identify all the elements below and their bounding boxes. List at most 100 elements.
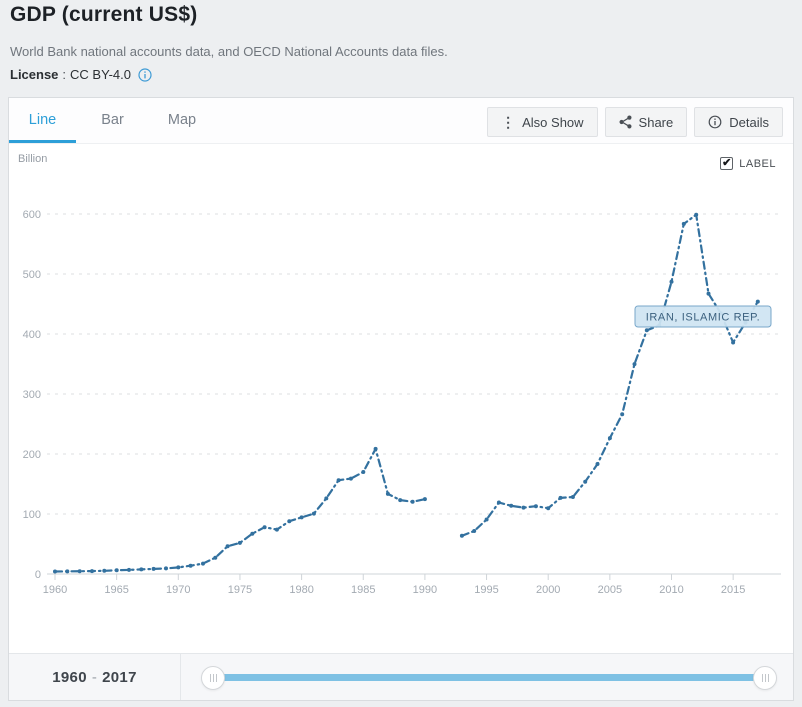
data-point bbox=[694, 212, 699, 217]
data-point bbox=[139, 567, 144, 572]
data-point bbox=[287, 519, 292, 524]
gdp-line-series bbox=[53, 447, 426, 573]
x-axis-tick-label: 2000 bbox=[536, 584, 560, 596]
details-button[interactable]: Details bbox=[694, 107, 783, 137]
x-axis-tick-label: 2015 bbox=[721, 584, 745, 596]
data-point bbox=[484, 517, 489, 522]
data-point bbox=[509, 503, 514, 508]
toolbar: ⋮ Also Show Share Details bbox=[487, 107, 783, 137]
data-point bbox=[77, 569, 82, 574]
data-point bbox=[410, 499, 415, 504]
y-axis-tick-label: 300 bbox=[23, 389, 41, 401]
data-point bbox=[127, 567, 131, 572]
label-checkbox[interactable]: ✔ bbox=[720, 157, 734, 170]
x-axis-tick-label: 2005 bbox=[598, 584, 622, 596]
chart-area: Billion ✔ LABEL 0 100 200 300 400 500 600 1960 1… bbox=[9, 144, 793, 653]
page-subtitle: World Bank national accounts data, and O… bbox=[10, 44, 448, 59]
data-point bbox=[299, 515, 304, 520]
range-separator: - bbox=[91, 668, 98, 686]
details-label: Details bbox=[729, 114, 769, 130]
data-point bbox=[225, 544, 230, 549]
range-end: 2017 bbox=[102, 668, 137, 686]
y-axis-tick-label: 200 bbox=[23, 449, 41, 461]
data-point bbox=[90, 569, 94, 574]
range-start: 1960 bbox=[52, 668, 87, 686]
grip-icon bbox=[761, 674, 769, 682]
series-label-box[interactable] bbox=[634, 305, 772, 328]
x-axis-tick-label: 1975 bbox=[228, 584, 252, 596]
tab-map[interactable]: Map bbox=[167, 112, 197, 128]
data-point bbox=[422, 497, 427, 502]
y-axis-unit-label: Billion bbox=[18, 153, 48, 165]
data-point bbox=[176, 565, 181, 570]
share-button[interactable]: Share bbox=[604, 107, 688, 137]
data-point bbox=[595, 462, 600, 466]
data-point bbox=[496, 500, 501, 505]
data-point bbox=[558, 495, 563, 500]
data-point bbox=[632, 362, 637, 367]
data-point bbox=[65, 569, 70, 574]
y-axis-tick-label: 0 bbox=[35, 569, 41, 581]
data-point bbox=[669, 279, 674, 284]
also-show-button[interactable]: ⋮ Also Show bbox=[487, 107, 598, 137]
data-point bbox=[570, 495, 575, 499]
license-row: License : CC BY-4.0 bbox=[10, 67, 792, 82]
data-point bbox=[201, 561, 205, 566]
data-point bbox=[472, 529, 477, 533]
data-point bbox=[250, 531, 255, 536]
data-point bbox=[681, 221, 686, 226]
grip-icon bbox=[209, 674, 217, 682]
x-axis-tick-label: 2010 bbox=[659, 584, 683, 596]
data-point bbox=[373, 446, 378, 451]
gdp-line-series bbox=[460, 213, 759, 537]
data-point bbox=[644, 328, 649, 333]
chart-type-tabbar: Line Bar Map ⋮ Also Show Share Details bbox=[9, 98, 793, 144]
data-point bbox=[521, 505, 526, 510]
range-slider-track[interactable] bbox=[213, 674, 765, 681]
range-footer: 1960 - 2017 bbox=[9, 653, 793, 700]
page-header: GDP (current US$) World Bank national ac… bbox=[10, 0, 792, 82]
range-slider-handle-left[interactable] bbox=[201, 666, 225, 690]
data-point bbox=[324, 496, 329, 501]
data-point bbox=[53, 569, 57, 574]
info-icon bbox=[708, 115, 722, 129]
tab-line[interactable]: Line bbox=[9, 98, 76, 143]
license-label: License bbox=[10, 67, 59, 82]
y-axis-tick-label: 500 bbox=[23, 269, 41, 281]
license-separator: : bbox=[62, 67, 67, 82]
tab-bar[interactable]: Bar bbox=[101, 112, 124, 128]
data-point bbox=[262, 525, 267, 530]
chart-card: Line Bar Map ⋮ Also Show Share Details bbox=[8, 97, 794, 701]
data-point bbox=[620, 412, 625, 417]
x-axis-tick-label: 1970 bbox=[166, 584, 190, 596]
x-axis-tick-label: 1980 bbox=[289, 584, 313, 596]
license-value: CC BY-4.0 bbox=[70, 67, 131, 82]
also-show-label: Also Show bbox=[522, 114, 584, 130]
data-point bbox=[583, 479, 588, 484]
data-point bbox=[114, 568, 119, 573]
data-point bbox=[533, 504, 538, 509]
y-axis-tick-label: 100 bbox=[23, 509, 41, 521]
share-icon bbox=[619, 115, 632, 129]
x-axis-tick-label: 1960 bbox=[43, 584, 67, 596]
data-point bbox=[274, 527, 279, 532]
data-point bbox=[237, 540, 242, 545]
page-title: GDP (current US$) bbox=[10, 3, 198, 26]
series-label-text: IRAN, ISLAMIC REP. bbox=[646, 312, 761, 324]
x-axis-tick-label: 1990 bbox=[413, 584, 437, 596]
data-point bbox=[336, 478, 341, 483]
line-chart-svg: 0 100 200 300 400 500 600 1960 1965 1970 1975 1980 1… bbox=[23, 209, 781, 596]
label-checkbox-text: LABEL bbox=[739, 157, 776, 170]
data-point bbox=[348, 476, 353, 481]
data-point bbox=[102, 568, 107, 573]
range-slider-handle-right[interactable] bbox=[753, 666, 777, 690]
label-toggle[interactable]: ✔ LABEL bbox=[720, 157, 776, 170]
license-info-icon[interactable] bbox=[138, 67, 152, 82]
data-point bbox=[213, 555, 218, 560]
data-point bbox=[731, 340, 736, 345]
date-range-label: 1960 - 2017 bbox=[9, 654, 181, 700]
x-axis-tick-label: 1995 bbox=[474, 584, 498, 596]
data-point bbox=[706, 291, 711, 296]
data-point bbox=[361, 470, 366, 474]
data-point bbox=[385, 491, 390, 496]
